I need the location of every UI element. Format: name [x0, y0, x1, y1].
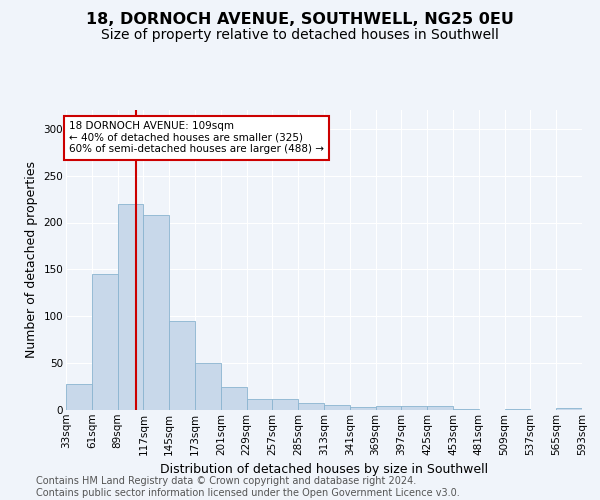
Bar [221, 386, 247, 410]
Y-axis label: Number of detached properties: Number of detached properties [25, 162, 38, 358]
Text: Contains HM Land Registry data © Crown copyright and database right 2024.
Contai: Contains HM Land Registry data © Crown c… [36, 476, 460, 498]
Bar [324, 406, 350, 410]
Bar [66, 384, 92, 410]
Bar [453, 409, 479, 410]
Bar [350, 407, 376, 410]
Bar [118, 204, 143, 410]
Text: 18, DORNOCH AVENUE, SOUTHWELL, NG25 0EU: 18, DORNOCH AVENUE, SOUTHWELL, NG25 0EU [86, 12, 514, 28]
Bar [556, 408, 582, 410]
Bar [247, 399, 272, 410]
Bar [195, 363, 221, 410]
X-axis label: Distribution of detached houses by size in Southwell: Distribution of detached houses by size … [160, 463, 488, 476]
Text: Size of property relative to detached houses in Southwell: Size of property relative to detached ho… [101, 28, 499, 42]
Text: 18 DORNOCH AVENUE: 109sqm
← 40% of detached houses are smaller (325)
60% of semi: 18 DORNOCH AVENUE: 109sqm ← 40% of detac… [69, 121, 324, 154]
Bar [505, 409, 530, 410]
Bar [169, 321, 195, 410]
Bar [298, 404, 324, 410]
Bar [376, 406, 401, 410]
Bar [401, 406, 427, 410]
Bar [272, 399, 298, 410]
Bar [92, 274, 118, 410]
Bar [143, 215, 169, 410]
Bar [427, 406, 453, 410]
